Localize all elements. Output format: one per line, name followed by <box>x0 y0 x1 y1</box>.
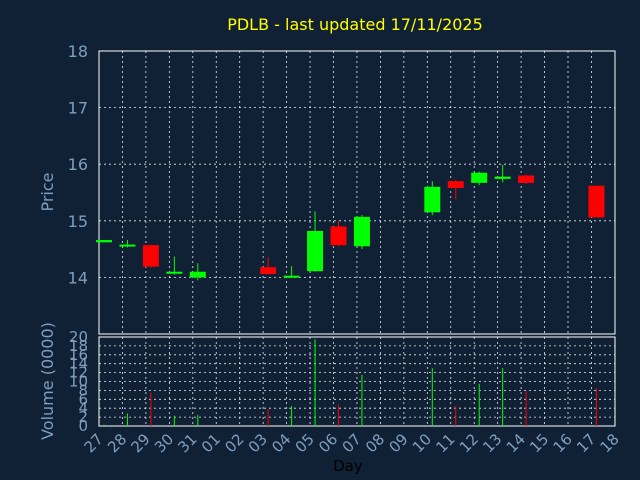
price-panel-frame <box>98 50 616 335</box>
candle-body <box>166 271 183 274</box>
price-axis-ticks: 14 15 16 17 18 <box>68 42 88 287</box>
x-tick-label: 05 <box>292 430 318 456</box>
candle-body <box>142 245 159 267</box>
x-tick-label: 29 <box>127 430 153 456</box>
x-axis-label: Day <box>333 457 363 475</box>
x-tick-label: 31 <box>174 430 200 456</box>
x-tick-label: 04 <box>268 430 294 456</box>
price-tick-label: 17 <box>68 99 88 118</box>
candle-body <box>283 275 300 278</box>
candlesticks <box>96 164 605 281</box>
volume-panel-frame <box>98 336 616 427</box>
x-tick-label: 28 <box>104 430 130 456</box>
volume-tick-label: 12 <box>69 364 88 382</box>
candle-body <box>447 181 464 188</box>
volume-tick-label: 16 <box>69 346 88 364</box>
x-tick-label: 02 <box>221 430 247 456</box>
x-tick-label: 08 <box>362 430 388 456</box>
candle-body <box>353 216 370 247</box>
x-tick-label: 15 <box>526 430 552 456</box>
volume-grid <box>99 337 615 426</box>
x-tick-label: 18 <box>596 430 622 456</box>
volume-tick-label: 18 <box>69 337 88 355</box>
candle-body <box>424 186 441 213</box>
candle-body <box>307 230 324 272</box>
chart-title: PDLB - last updated 17/11/2025 <box>227 15 483 34</box>
x-tick-label: 09 <box>385 430 411 456</box>
x-tick-label: 10 <box>409 430 435 456</box>
candle-body <box>588 185 605 218</box>
candle-body <box>260 267 277 275</box>
volume-tick-label: 10 <box>69 373 88 391</box>
x-tick-label: 11 <box>432 430 458 456</box>
price-tick-label: 14 <box>68 268 88 287</box>
price-grid <box>99 51 615 334</box>
price-axis-label: Price <box>38 172 57 211</box>
volume-tick-label: 2 <box>78 408 88 426</box>
x-tick-label: 07 <box>339 430 365 456</box>
candle-body <box>518 175 535 183</box>
candle-body <box>189 271 206 278</box>
volume-tick-label: 0 <box>78 417 88 435</box>
x-tick-label: 30 <box>151 430 177 456</box>
x-tick-label: 17 <box>573 430 599 456</box>
candle-body <box>119 244 136 247</box>
x-tick-label: 12 <box>456 430 482 456</box>
x-tick-label: 03 <box>245 430 271 456</box>
x-tick-label: 13 <box>479 430 505 456</box>
x-tick-label: 14 <box>503 430 529 456</box>
candle-body <box>330 226 347 246</box>
volume-bars <box>103 339 597 426</box>
candle-body <box>471 172 488 183</box>
price-tick-label: 16 <box>68 155 88 174</box>
volume-tick-label: 6 <box>78 390 88 408</box>
x-tick-label: 16 <box>550 430 576 456</box>
x-tick-label: 01 <box>198 430 224 456</box>
x-axis-ticks: 2728293031010203040506070809101112131415… <box>81 430 623 456</box>
volume-tick-label: 14 <box>69 355 88 373</box>
candle-body <box>96 240 112 243</box>
volume-tick-label: 8 <box>78 381 88 399</box>
volume-tick-label: 20 <box>69 328 88 346</box>
candle-body <box>494 176 511 179</box>
price-tick-label: 15 <box>68 212 88 231</box>
price-tick-label: 18 <box>68 42 88 61</box>
x-tick-label: 06 <box>315 430 341 456</box>
volume-tick-label: 4 <box>78 399 88 417</box>
volume-axis-label: Volume (0000) <box>38 322 57 440</box>
